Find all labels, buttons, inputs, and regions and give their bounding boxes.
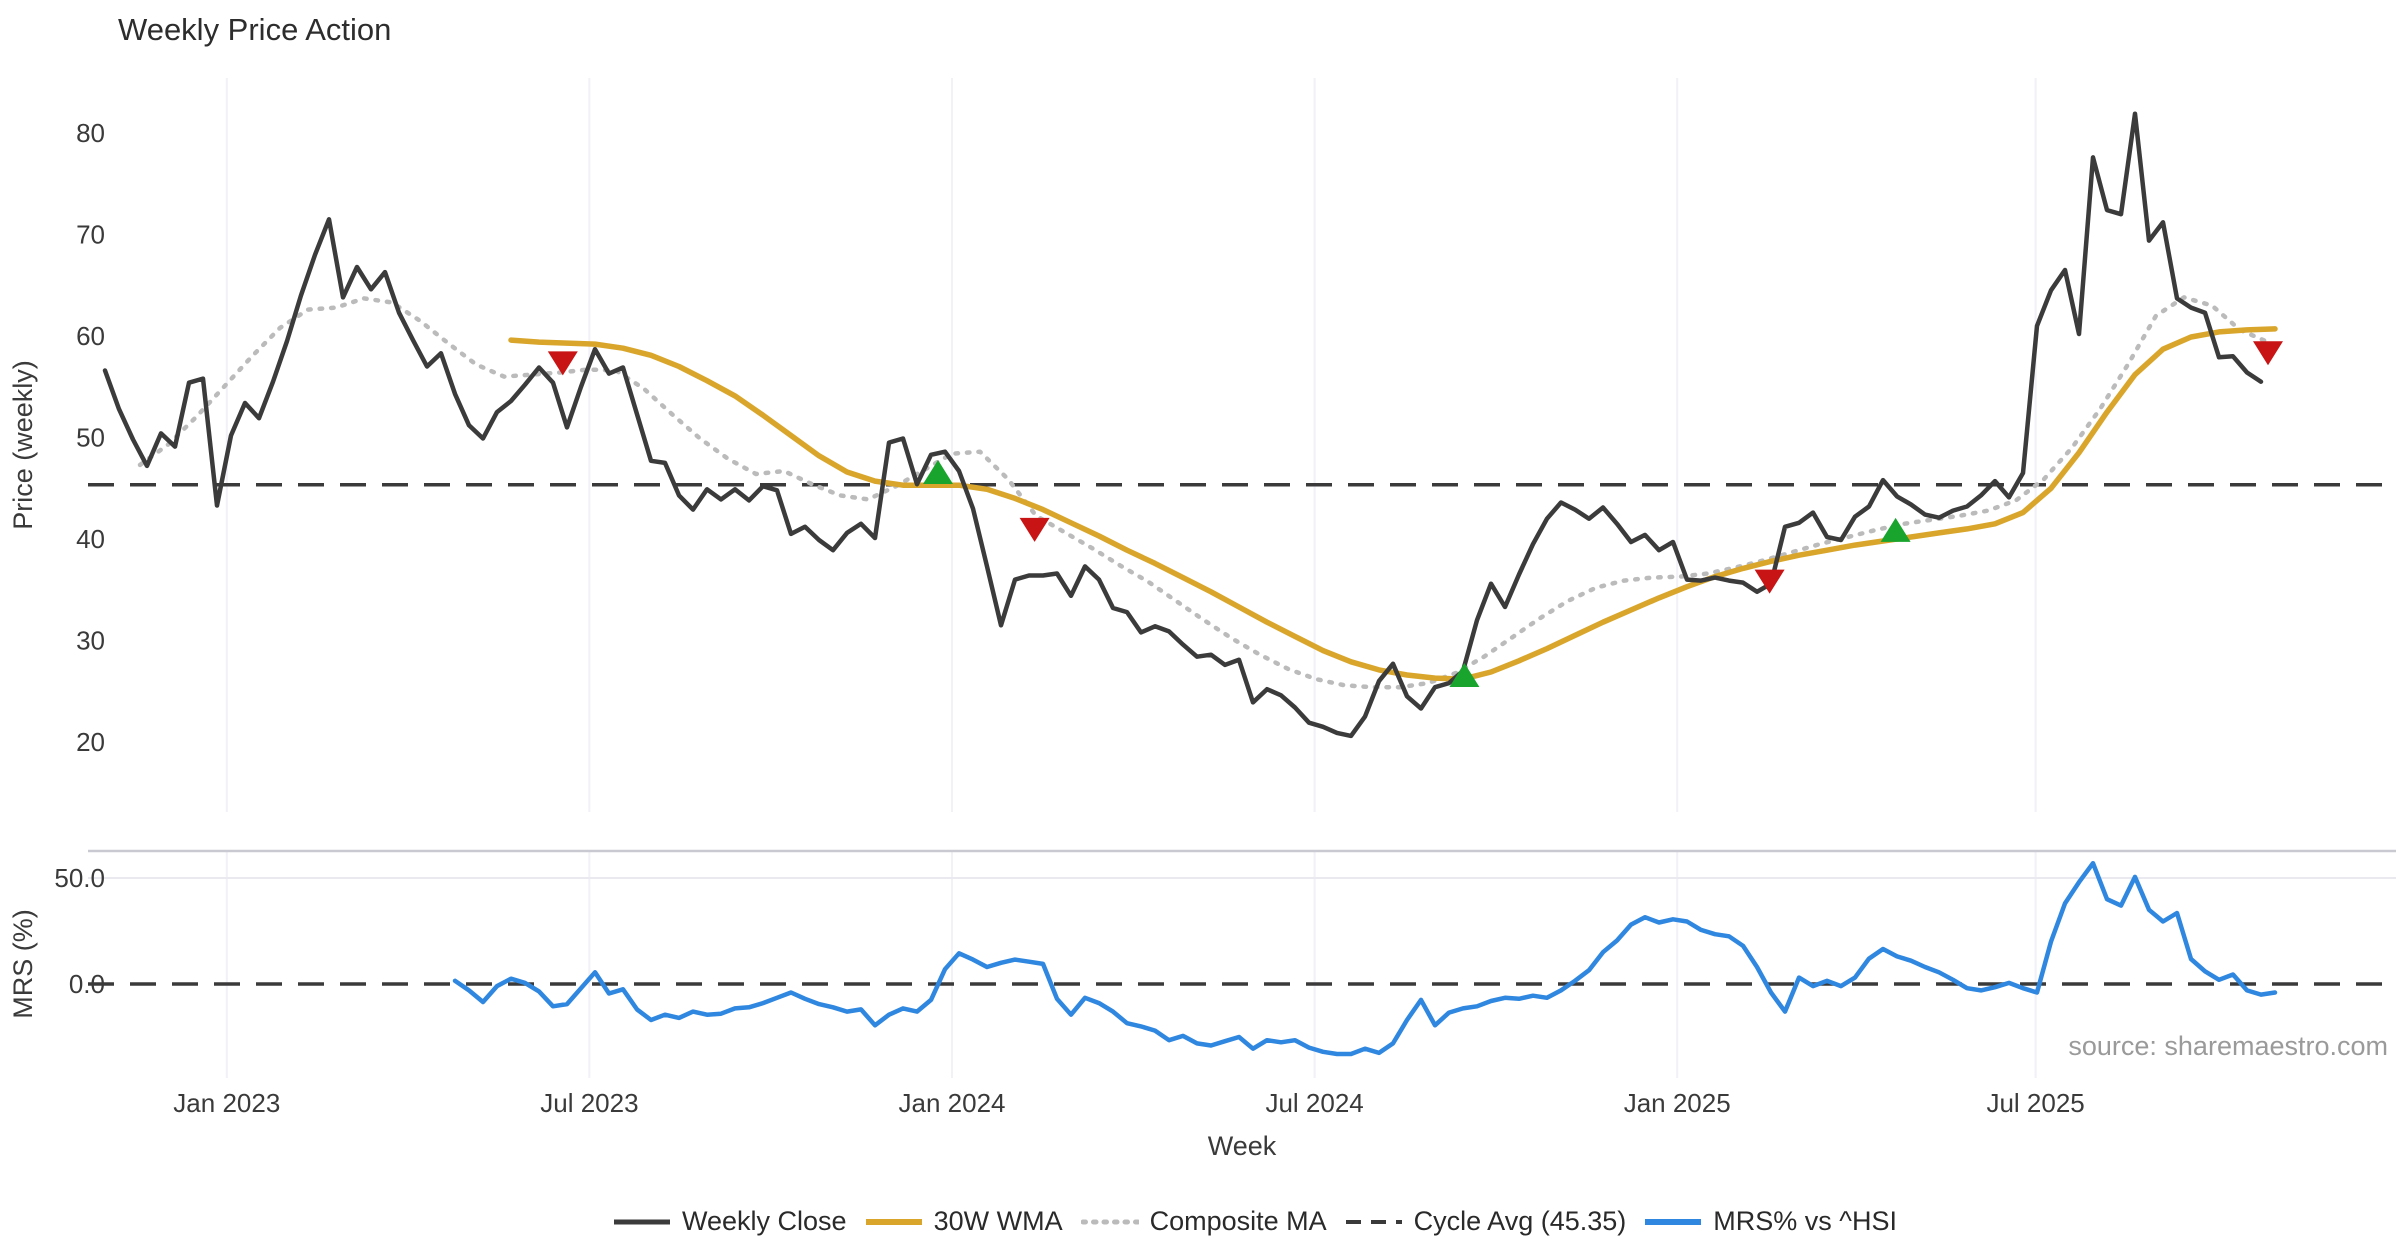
- price-tick-label: 40: [76, 524, 105, 554]
- sell-marker-icon: [1754, 569, 1785, 594]
- wma-swatch-icon: [865, 1218, 922, 1225]
- price-tick-label: 70: [76, 220, 105, 250]
- legend: Weekly Close 30W WMA Composite MA Cycle …: [0, 1206, 2400, 1237]
- cycle-avg-swatch-icon: [1345, 1219, 1402, 1224]
- sell-marker-icon: [1019, 517, 1050, 542]
- sell-marker-icon: [2253, 341, 2283, 366]
- price-tick-label: 30: [76, 626, 105, 656]
- legend-item-composite-ma: Composite MA: [1080, 1206, 1327, 1237]
- legend-label: Weekly Close: [682, 1206, 847, 1236]
- legend-label: Composite MA: [1149, 1206, 1327, 1236]
- legend-label: MRS% vs ^HSI: [1713, 1206, 1897, 1236]
- x-tick-label: Jul 2025: [1986, 1088, 2084, 1118]
- price-axis-title: Price (weekly): [8, 360, 38, 530]
- mrs-axis-title: MRS (%): [8, 909, 38, 1019]
- legend-item-30w-wma: 30W WMA: [865, 1206, 1063, 1237]
- page-title: Weekly Price Action: [118, 12, 391, 47]
- buy-marker-icon: [923, 460, 953, 485]
- price-tick-label: 20: [76, 727, 105, 757]
- legend-label: Cycle Avg (45.35): [1413, 1206, 1627, 1236]
- price-tick-label: 80: [76, 118, 105, 148]
- signal-markers: [547, 341, 2283, 688]
- mrs-line: [452, 860, 2278, 1057]
- x-tick-label: Jan 2025: [1624, 1088, 1731, 1118]
- legend-item-cycle-avg: Cycle Avg (45.35): [1345, 1206, 1627, 1237]
- buy-marker-icon: [1880, 517, 1911, 542]
- x-tick-label: Jul 2023: [540, 1088, 638, 1118]
- composite-ma-swatch-icon: [1080, 1219, 1139, 1224]
- legend-item-mrs: MRS% vs ^HSI: [1644, 1206, 1897, 1237]
- weekly-close-line: [102, 111, 2264, 739]
- legend-label: 30W WMA: [933, 1206, 1063, 1236]
- price-panel: [88, 111, 2396, 739]
- mrs-tick-label: 50.0: [54, 863, 105, 893]
- legend-item-weekly-close: Weekly Close: [613, 1206, 847, 1237]
- mrs-swatch-icon: [1645, 1218, 1702, 1225]
- axis-tick-labels: Jan 2023 Jul 2023 Jan 2024 Jul 2024 Jan 2025…: [54, 118, 2084, 1118]
- price-tick-label: 50: [76, 423, 105, 453]
- composite-ma-line: [137, 295, 2271, 690]
- mrs-panel: [88, 849, 2396, 1057]
- price-tick-label: 60: [76, 321, 105, 351]
- source-credit: source: sharemaestro.com: [2068, 1031, 2388, 1061]
- x-tick-label: Jan 2023: [173, 1088, 280, 1118]
- x-tick-label: Jul 2024: [1265, 1088, 1363, 1118]
- buy-marker-icon: [1449, 663, 1480, 688]
- x-axis-title: Week: [1208, 1131, 1277, 1161]
- mrs-tick-label: 0.0: [69, 969, 105, 999]
- wma-30w-line: [508, 326, 2278, 682]
- weekly-close-swatch-icon: [614, 1219, 671, 1224]
- x-tick-label: Jan 2024: [899, 1088, 1006, 1118]
- sell-marker-icon: [547, 351, 578, 376]
